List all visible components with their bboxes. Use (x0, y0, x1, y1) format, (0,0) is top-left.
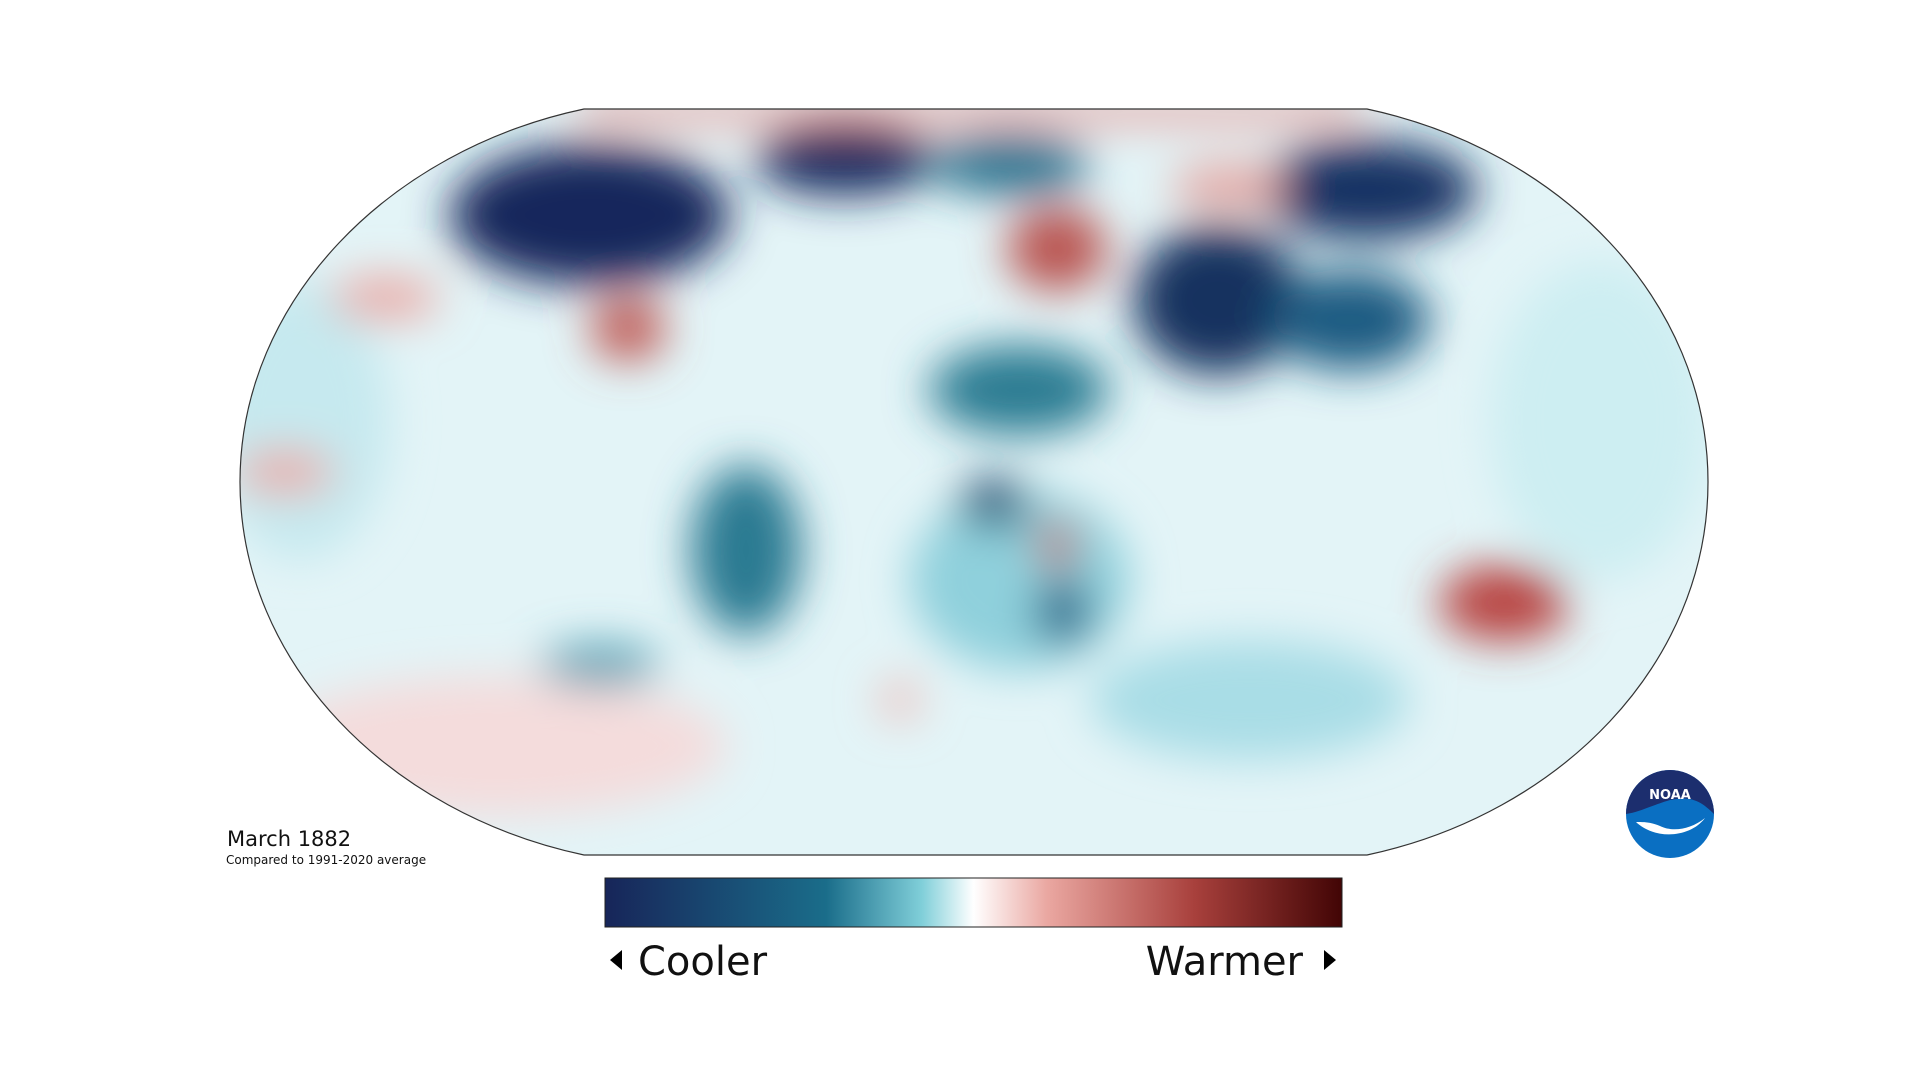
left-arrow (610, 950, 622, 970)
date-label: March 1882 (227, 827, 351, 851)
baseline-note: Compared to 1991-2020 average (226, 853, 426, 867)
map-outline (239, 108, 1709, 856)
map-field (240, 109, 1708, 855)
warmer-label: Warmer (1146, 939, 1304, 985)
color-scale (604, 877, 1343, 928)
cooler-label: Cooler (638, 939, 768, 985)
noaa-logo: NOAA (1626, 770, 1714, 858)
logo-text: NOAA (1649, 788, 1691, 803)
right-arrow (1324, 950, 1336, 970)
